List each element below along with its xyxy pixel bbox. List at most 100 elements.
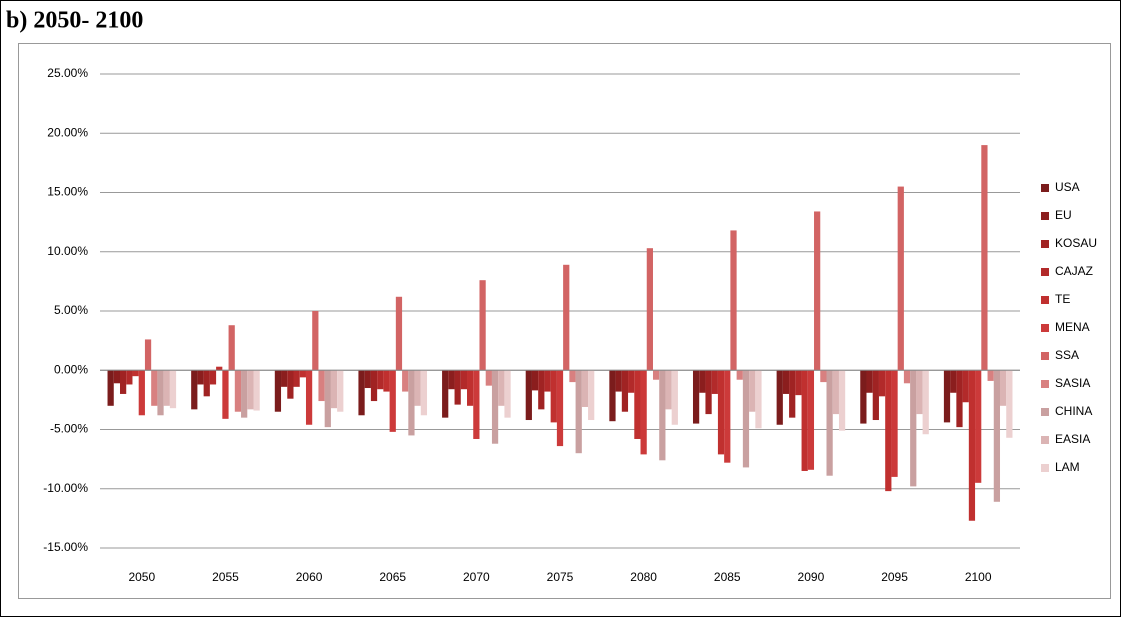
bar [203,370,210,397]
bar [531,370,539,391]
bar [293,370,300,387]
y-tick-label: 25.00% [47,66,88,80]
y-tick-label: 20.00% [47,125,88,139]
bar [922,370,929,435]
bar [820,370,827,383]
x-tick-label: 2085 [714,570,741,584]
bar [956,370,963,428]
legend-label: LAM [1055,460,1080,474]
bar [692,370,700,424]
bar [789,370,796,418]
bar [801,370,808,471]
bar [742,370,750,468]
bar [402,370,409,392]
bar [383,370,390,392]
bar [1000,370,1007,406]
legend-label: USA [1055,180,1080,194]
bar [525,370,532,421]
bar [987,370,994,381]
bar [872,370,879,421]
bar [504,370,511,418]
y-tick-label: -5.00% [50,422,88,436]
bar [467,370,474,406]
bar [318,370,325,402]
bar [550,370,557,423]
bar [222,370,229,419]
bar [209,370,217,385]
bar [968,370,976,521]
legend-swatch [1041,212,1049,220]
bar [337,370,344,412]
bar [312,311,319,371]
bar [588,370,595,421]
bar [191,370,198,410]
bar [563,264,570,371]
bar [253,370,260,411]
bar [414,370,421,406]
bar [671,370,678,425]
bar [299,370,306,378]
bar [950,370,957,393]
bar [755,370,762,429]
bar [609,370,616,422]
bar [646,248,653,371]
bar [389,370,396,432]
x-tick-label: 2050 [128,570,155,584]
bar [795,370,802,396]
legend-swatch [1041,352,1049,360]
y-tick-label: 15.00% [47,185,88,199]
bar [916,370,923,415]
legend-label: CHINA [1055,404,1092,418]
bar [544,370,551,392]
bar [724,370,731,463]
legend-label: TE [1055,292,1070,306]
bar [621,370,629,412]
x-tick-label: 2075 [547,570,574,584]
bar [910,370,917,487]
bar [699,370,706,393]
legend-label: MENA [1055,320,1090,334]
x-tick-label: 2095 [881,570,908,584]
bar [241,370,248,418]
x-tick-label: 2065 [379,570,406,584]
bar [157,370,164,416]
bar [538,370,545,410]
bar [216,366,223,371]
legend-swatch [1041,436,1049,444]
bar [975,370,982,483]
bar [860,370,867,424]
bar [615,370,622,392]
bar [885,370,892,492]
bar [364,370,371,389]
legend-label: SASIA [1055,376,1090,390]
y-tick-label: -10.00% [43,481,88,495]
bar [838,370,846,431]
bar [652,370,660,380]
bar [498,370,505,406]
bar [113,370,120,384]
bar [126,370,133,385]
bar [730,230,737,371]
x-tick-label: 2080 [630,570,657,584]
legend-label: CAJAZ [1055,264,1093,278]
bar [119,370,127,394]
bar [274,370,282,412]
bar [151,370,158,406]
bar [993,370,1001,502]
bar [640,370,647,455]
legend-swatch [1041,240,1049,248]
bar [569,370,576,383]
legend-swatch [1041,380,1049,388]
bar [736,370,743,380]
bar [1006,370,1013,438]
bar [634,370,641,439]
bar [197,370,204,385]
bar [943,370,951,423]
bar [826,370,833,476]
bar [330,370,338,409]
bar [247,370,254,410]
bar [807,370,815,470]
bar [324,370,331,428]
x-tick-label: 2090 [798,570,825,584]
